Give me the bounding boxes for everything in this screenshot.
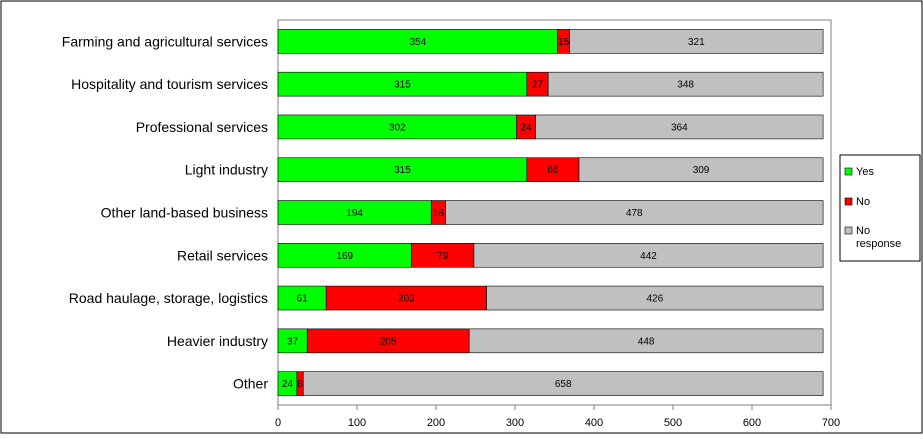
bar-no-response-light-industry: [578, 157, 824, 183]
category-label: Professional services: [136, 119, 268, 135]
legend-label-no: No: [856, 196, 870, 208]
x-axis: 0 100 200 300 400 500 600 700: [275, 404, 840, 429]
category-label: Road haulage, storage, logistics: [69, 290, 268, 306]
data-label-yes-farming-and-agricultural-services: 354: [409, 37, 426, 48]
category-label: Heavier industry: [167, 333, 268, 349]
data-label-no-road-haulage-storage-logistics: 203: [398, 294, 415, 305]
data-label-no-response-other-land-based-business: 478: [626, 208, 643, 219]
data-label-yes-road-haulage-storage-logistics: 61: [297, 294, 309, 305]
data-label-no-response-hospitality-and-tourism-services: 348: [677, 80, 694, 91]
data-label-no-response-light-industry: 309: [693, 165, 710, 176]
bar-no-response-retail-services: [473, 243, 824, 268]
data-label-no-other: 8: [297, 379, 303, 390]
x-tick-label: 700: [822, 417, 840, 429]
data-label-yes-retail-services: 169: [336, 251, 353, 262]
bar-no-response-other-land-based-business: [445, 200, 824, 225]
x-tick-label: 0: [275, 417, 281, 429]
data-label-no-light-industry: 66: [547, 165, 559, 176]
legend-label-yes: Yes: [856, 166, 874, 178]
bars-group: 354 15 321 315 27 348 302 24 364 315 66 309 194 18 478…: [277, 29, 824, 396]
legend-label-no-response: No response: [856, 225, 901, 250]
data-label-no-professional-services: 24: [520, 122, 532, 133]
bar-no-response-professional-services: [535, 114, 824, 140]
category-label: Other: [233, 376, 268, 392]
category-label: Other land-based business: [101, 205, 268, 221]
category-label: Farming and agricultural services: [62, 33, 268, 49]
x-tick-label: 200: [427, 417, 445, 429]
data-label-yes-other-land-based-business: 194: [346, 208, 363, 219]
data-label-no-response-other: 658: [555, 379, 572, 390]
x-tick-label: 400: [585, 417, 603, 429]
x-tick-label: 500: [664, 417, 682, 429]
data-label-no-retail-services: 79: [437, 251, 449, 262]
legend-swatch-no-response: [844, 226, 853, 235]
x-tick-label: 600: [743, 417, 761, 429]
data-label-no-response-heavier-industry: 448: [638, 336, 655, 347]
data-label-no-hospitality-and-tourism-services: 27: [532, 80, 544, 91]
data-label-yes-heavier-industry: 37: [287, 336, 299, 347]
legend: Yes No No response: [839, 154, 921, 262]
bar-no-response-road-haulage-storage-logistics: [486, 285, 824, 311]
data-label-no-response-farming-and-agricultural-services: 321: [688, 37, 705, 48]
data-label-no-heavier-industry: 205: [380, 336, 397, 347]
x-tick-label: 100: [348, 417, 366, 429]
legend-box: [839, 154, 921, 262]
data-label-no-response-professional-services: 364: [671, 122, 688, 133]
category-label: Hospitality and tourism services: [71, 76, 268, 92]
category-label: Light industry: [185, 162, 268, 178]
data-label-no-other-land-based-business: 18: [433, 208, 445, 219]
x-tick-label: 300: [506, 417, 524, 429]
data-label-yes-hospitality-and-tourism-services: 315: [394, 80, 411, 91]
bar-no-response-farming-and-agricultural-services: [569, 29, 824, 54]
data-label-no-farming-and-agricultural-services: 15: [558, 37, 570, 48]
bar-no-response-heavier-industry: [468, 328, 824, 354]
bar-no-response-other: [302, 371, 824, 396]
data-label-yes-professional-services: 302: [389, 122, 406, 133]
category-labels: Farming and agricultural services Hospita…: [62, 33, 269, 391]
legend-swatch-no: [844, 197, 853, 206]
category-label: Retail services: [177, 247, 268, 263]
data-label-yes-other: 24: [282, 379, 294, 390]
legend-swatch-yes: [844, 167, 853, 176]
bar-no-response-hospitality-and-tourism-services: [547, 71, 824, 97]
data-label-yes-light-industry: 315: [394, 165, 411, 176]
data-label-no-response-road-haulage-storage-logistics: 426: [646, 294, 663, 305]
data-label-no-response-retail-services: 442: [640, 251, 657, 262]
